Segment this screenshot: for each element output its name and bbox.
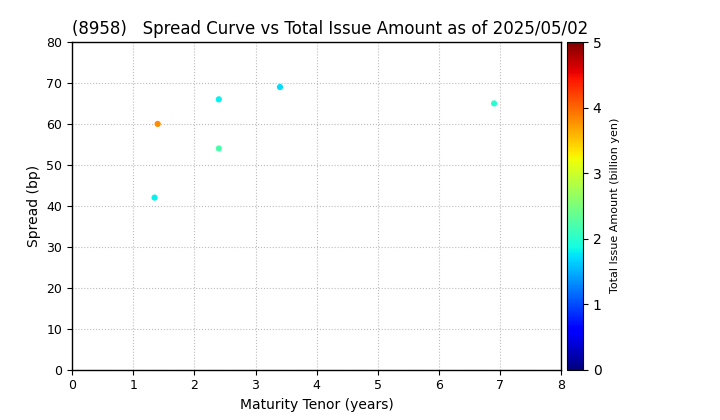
Y-axis label: Total Issue Amount (billion yen): Total Issue Amount (billion yen) xyxy=(610,118,620,294)
Y-axis label: Spread (bp): Spread (bp) xyxy=(27,165,41,247)
Point xyxy=(213,145,225,152)
Point xyxy=(488,100,500,107)
Point xyxy=(274,84,286,90)
Point xyxy=(149,194,161,201)
Text: (8958)   Spread Curve vs Total Issue Amount as of 2025/05/02: (8958) Spread Curve vs Total Issue Amoun… xyxy=(72,20,588,38)
X-axis label: Maturity Tenor (years): Maturity Tenor (years) xyxy=(240,398,394,412)
Point xyxy=(213,96,225,102)
Point xyxy=(152,121,163,127)
